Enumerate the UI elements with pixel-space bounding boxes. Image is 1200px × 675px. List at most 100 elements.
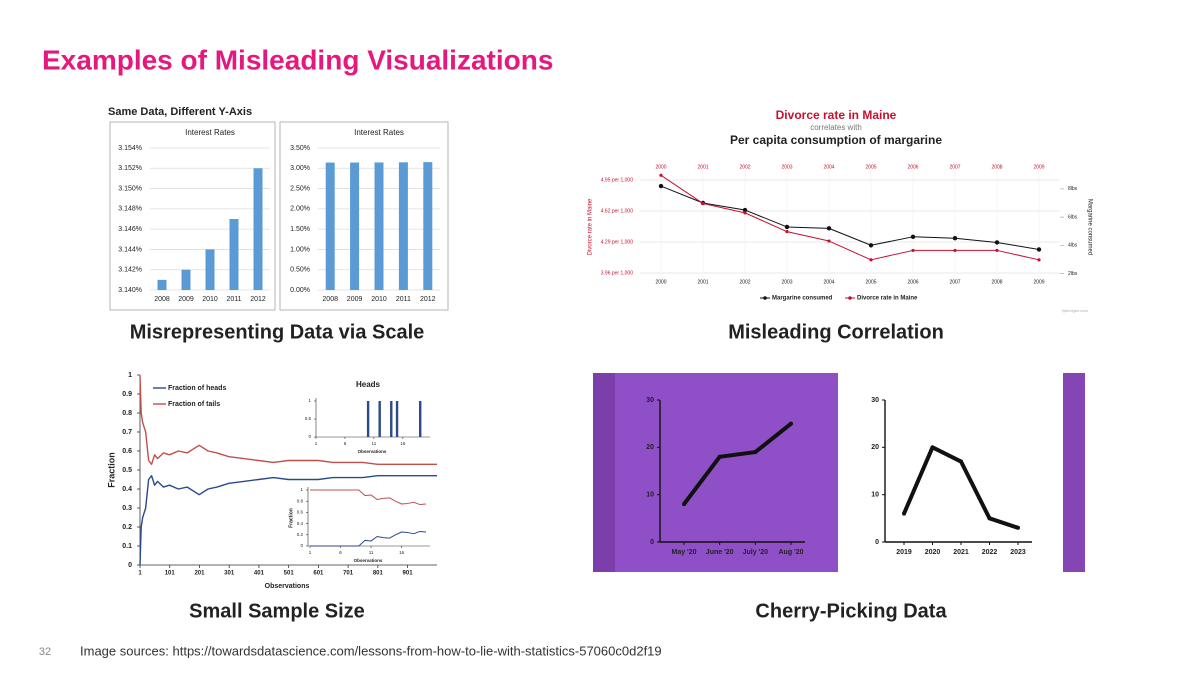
x-tick-label: 2009 (1033, 279, 1044, 285)
data-point (789, 421, 793, 426)
x-tick-label: 401 (254, 571, 265, 577)
data-point (1016, 525, 1020, 530)
y-tick-label: 3.150% (118, 185, 142, 192)
y-tick-label: 0.3 (122, 505, 132, 512)
x-axis-label: Observations (354, 558, 383, 563)
bar (390, 401, 393, 437)
x-tick-label: 2020 (925, 549, 941, 556)
chart-frame (279, 121, 449, 311)
x-tick-label: 2006 (907, 279, 918, 285)
panel-heading: Same Data, Different Y-Axis (108, 106, 252, 118)
y-tick-label: 3.148% (118, 206, 142, 213)
data-point (753, 450, 758, 455)
x-tick-label: 2010 (202, 296, 218, 303)
y-tick-label: 0.5 (122, 467, 132, 474)
bar (350, 162, 360, 290)
data-point (785, 230, 789, 234)
y-tick-label: 0.2 (297, 532, 304, 537)
x-tick-label: 2002 (739, 164, 750, 170)
y-tick-label: 3.00% (290, 165, 310, 172)
y-tick-label: 0.7 (122, 429, 132, 436)
x-tick-label: 2010 (371, 296, 387, 303)
x-tick-label: 101 (165, 571, 176, 577)
x-tick-label: 2001 (697, 279, 708, 285)
y-tick-label: 0.50% (290, 267, 310, 274)
y-tick-label: 0.00% (290, 287, 310, 294)
x-tick-label: 2019 (896, 549, 912, 556)
data-point (1037, 258, 1041, 262)
series-line (682, 422, 793, 506)
y-tick-label: 1 (128, 372, 132, 379)
x-tick-label: 2021 (953, 549, 969, 556)
y2-tick-label: 8lbs (1068, 186, 1078, 192)
data-point (953, 248, 957, 253)
x-tick-label: 2001 (697, 164, 708, 170)
y-tick-label: 0 (128, 562, 132, 569)
y-tick-label: 3.142% (118, 267, 142, 274)
x-tick-label: 2009 (347, 296, 363, 303)
series-line (660, 185, 1040, 250)
x-tick-label: 2012 (420, 296, 436, 303)
y2-tick-label: 2lbs (1068, 271, 1078, 277)
x-tick-label: 701 (343, 571, 354, 577)
y2-tick-label: 6lbs (1068, 214, 1078, 220)
bar (374, 162, 384, 290)
y-tick-label: 2.50% (290, 185, 310, 192)
series-line (139, 374, 437, 465)
x-tick-label: 11 (372, 441, 377, 446)
y-tick-label: 20 (646, 444, 654, 451)
caption: Misrepresenting Data via Scale (130, 321, 425, 343)
legend-label: Margarine consumed (772, 296, 833, 302)
x-tick-label: 2007 (949, 279, 960, 285)
page-number: 32 (39, 646, 51, 658)
y-tick-label: 0.9 (122, 391, 132, 398)
source-note: Image sources: https://towardsdatascienc… (80, 643, 662, 658)
y-tick-label: 0.6 (122, 448, 132, 455)
data-point (952, 236, 958, 241)
legend-marker (848, 296, 852, 300)
data-point (826, 226, 832, 231)
x-tick-label: 16 (400, 441, 406, 446)
x-tick-label: 1 (138, 571, 142, 577)
y2-tick-label: 4lbs (1068, 243, 1078, 249)
data-point (1036, 247, 1042, 252)
x-tick-label: 2011 (226, 296, 241, 303)
x-tick-label: 1 (309, 550, 312, 555)
y-tick-label: 20 (871, 444, 879, 451)
y-tick-label: 0.2 (122, 524, 132, 531)
y-tick-label: 0.8 (122, 410, 132, 417)
y-tick-label: 1.00% (290, 246, 310, 253)
legend-label: Divorce rate in Maine (857, 296, 918, 302)
y-tick-label: 1 (300, 487, 303, 492)
data-point (717, 454, 722, 459)
y-tick-label: 3.146% (118, 226, 142, 233)
chart-title: Divorce rate in Maine (776, 108, 897, 122)
x-tick-label: 2022 (982, 549, 998, 556)
data-point (743, 211, 747, 215)
x-tick-label: 2011 (396, 296, 411, 303)
y-tick-label: 30 (646, 397, 654, 404)
chart-subtitle: Per capita consumption of margarine (730, 133, 942, 147)
bar (395, 401, 399, 437)
caption: Small Sample Size (189, 600, 365, 622)
x-tick-label: 201 (194, 571, 205, 577)
x-tick-label: 2007 (949, 164, 960, 170)
data-point (930, 445, 935, 450)
x-tick-label: 2012 (250, 296, 266, 303)
data-point (902, 511, 906, 516)
x-tick-label: 2004 (823, 164, 834, 170)
bar (366, 401, 370, 437)
x-tick-label: Aug '20 (778, 549, 803, 556)
y-tick-label: 3.152% (118, 165, 142, 172)
x-tick-label: 2002 (739, 279, 750, 285)
y-tick-label: 0 (650, 539, 654, 546)
series-line (139, 475, 437, 566)
y-tick-label: 0.6 (297, 510, 304, 515)
bar (419, 401, 422, 437)
bar (378, 401, 381, 437)
data-point (994, 240, 1000, 245)
x-tick-label: 901 (403, 571, 414, 577)
y-tick-label: 4.29 per 1,000 (601, 239, 633, 245)
data-point (868, 243, 874, 248)
